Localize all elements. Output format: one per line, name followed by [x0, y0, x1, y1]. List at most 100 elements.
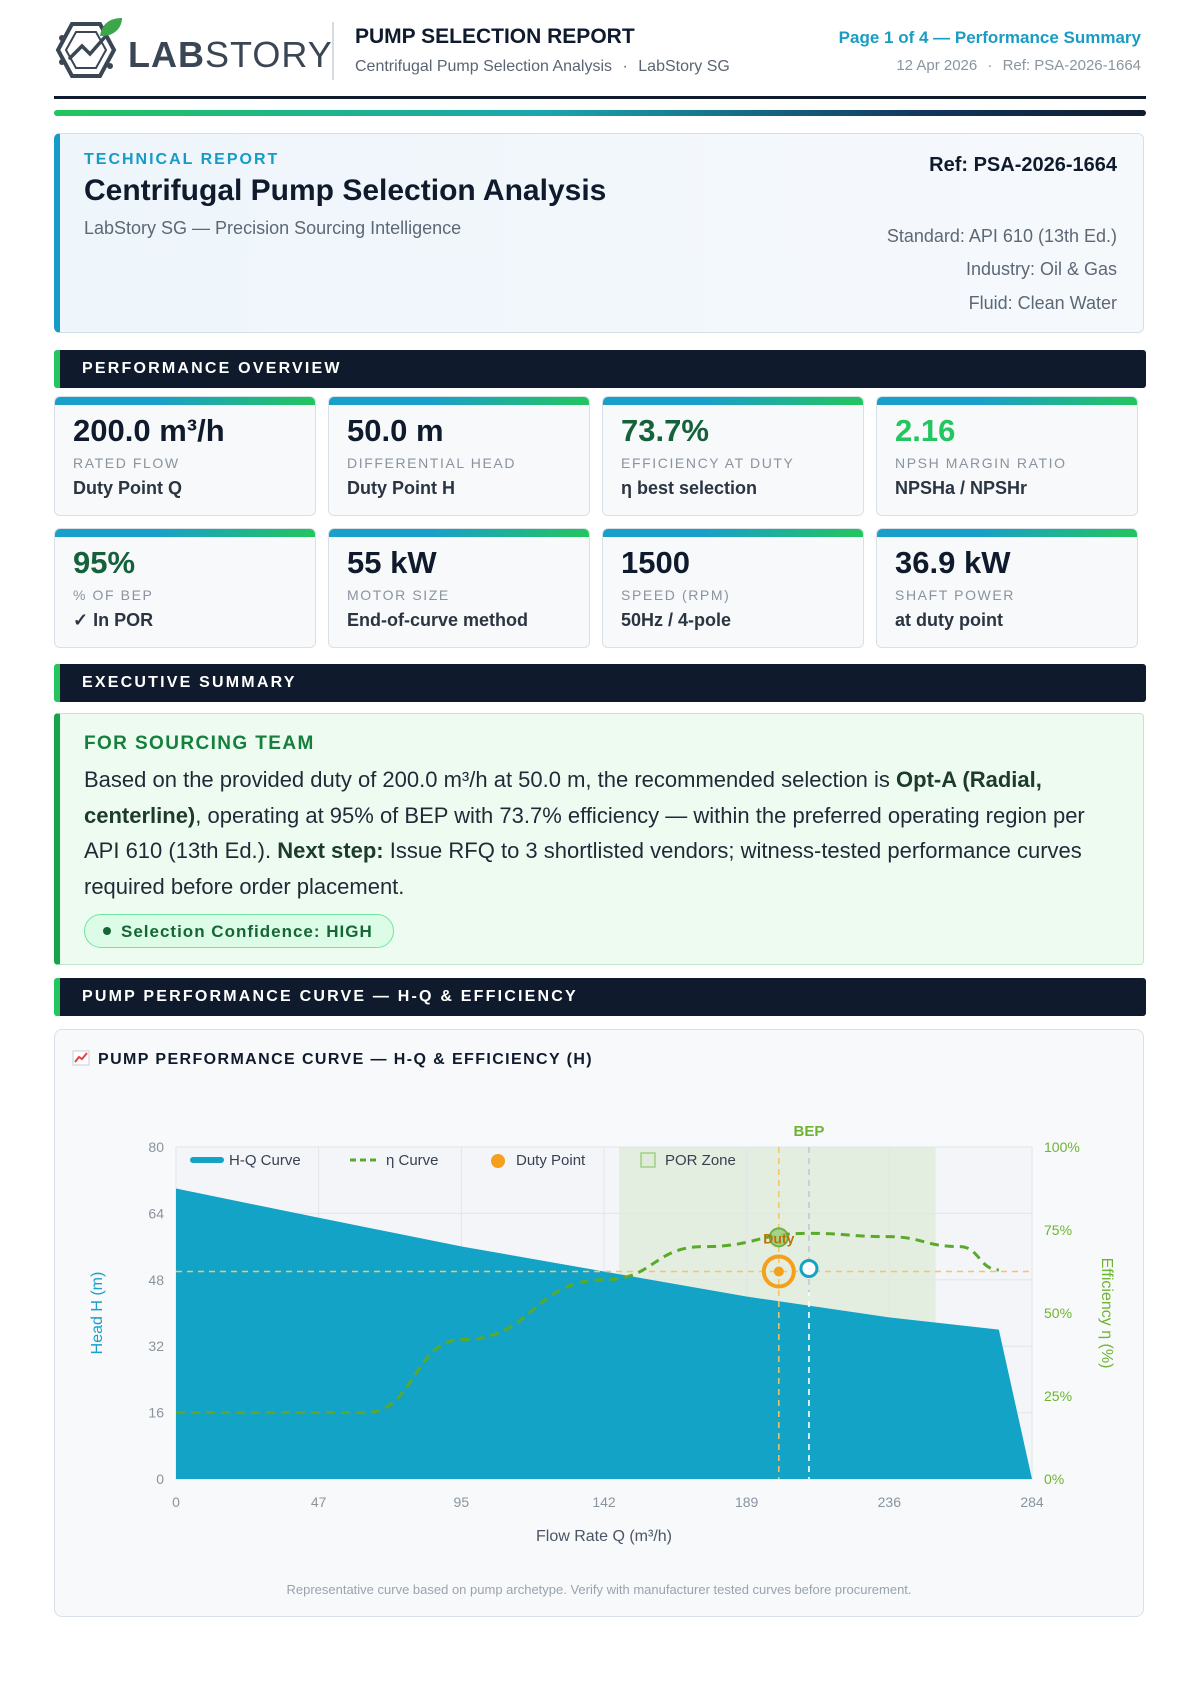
x-tick-label: 0 — [172, 1494, 180, 1510]
kpi-label: RATED FLOW — [73, 455, 180, 471]
kpi-note: 50Hz / 4-pole — [621, 610, 732, 630]
kpi-card-speed: 1500 SPEED (RPM) 50Hz / 4-pole — [602, 528, 864, 648]
kpi-label: MOTOR SIZE — [347, 587, 450, 603]
brand-name-bold: LAB — [128, 34, 205, 75]
kpi-card-efficiency: 73.7% EFFICIENCY AT DUTY η best selectio… — [602, 396, 864, 516]
report-ref: Ref: PSA-2026-1664 — [1002, 57, 1141, 74]
header-divider — [332, 22, 334, 80]
logo-icon — [55, 18, 122, 78]
x-tick-label: 236 — [878, 1494, 902, 1510]
report-meta: 12 Apr 2026 · Ref: PSA-2026-1664 — [896, 57, 1141, 74]
separator-dot: · — [987, 57, 993, 74]
kpi-label: % OF BEP — [73, 587, 154, 603]
kpi-accent-bar — [603, 397, 863, 405]
x-tick-label: 142 — [592, 1494, 616, 1510]
duty-point-label: Duty — [763, 1230, 794, 1246]
y2-tick-label: 75% — [1044, 1222, 1072, 1238]
duty-point-ring — [761, 1254, 796, 1289]
y-tick-label: 80 — [148, 1139, 164, 1155]
brand-name: LABSTORY — [128, 34, 333, 76]
confidence-badge: Selection Confidence: HIGH — [84, 914, 394, 948]
confidence-text: Selection Confidence: HIGH — [121, 922, 373, 941]
kpi-card-percent-bep: 95% % OF BEP ✓ In POR — [54, 528, 316, 648]
document-ref: Ref: PSA-2026-1664 — [929, 154, 1117, 176]
kpi-note: NPSHa / NPSHr — [895, 478, 1028, 498]
kpi-value: 55 kW — [347, 545, 437, 580]
section-performance-overview: PERFORMANCE OVERVIEW — [54, 350, 1146, 388]
y2-tick-label: 0% — [1044, 1471, 1064, 1487]
kpi-accent-bar — [877, 397, 1137, 405]
chart-footnote: Representative curve based on pump arche… — [286, 1582, 912, 1597]
kpi-accent-bar — [329, 397, 589, 405]
kpi-label: SHAFT POWER — [895, 587, 1016, 603]
kpi-card-npsh-margin: 2.16 NPSH MARGIN RATIO NPSHa / NPSHr — [876, 396, 1138, 516]
report-subtitle-text: Centrifugal Pump Selection Analysis — [355, 58, 613, 75]
page-indicator: Page 1 of 4 — Performance Summary — [838, 28, 1141, 47]
legend-por-label: POR Zone — [665, 1152, 736, 1169]
bep-label: BEP — [794, 1123, 825, 1140]
y-tick-label: 16 — [148, 1405, 164, 1421]
kpi-value: 73.7% — [621, 413, 709, 448]
efficiency-duty-marker — [768, 1227, 789, 1248]
brand-name-light: STORY — [205, 34, 333, 75]
section-title: PERFORMANCE OVERVIEW — [82, 360, 342, 377]
chart-title: PUMP PERFORMANCE CURVE — H-Q & EFFICIENC… — [72, 1050, 593, 1069]
duty-point-marker — [773, 1266, 784, 1277]
kpi-card-differential-head: 50.0 m DIFFERENTIAL HEAD Duty Point H — [328, 396, 590, 516]
chart-trend-icon — [72, 1050, 90, 1066]
kpi-label: SPEED (RPM) — [621, 587, 731, 603]
kpi-label: DIFFERENTIAL HEAD — [347, 455, 517, 471]
y-tick-label: 0 — [156, 1471, 164, 1487]
kpi-value: 36.9 kW — [895, 545, 1011, 580]
kpi-accent-bar — [55, 529, 315, 537]
summary-text: Based on the provided duty of 200.0 m³/h… — [84, 767, 897, 792]
kpi-value: 50.0 m — [347, 413, 444, 448]
separator-dot: · — [622, 58, 628, 75]
legend-eta-label: η Curve — [386, 1152, 439, 1169]
section-performance-curve: PUMP PERFORMANCE CURVE — H-Q & EFFICIENC… — [54, 978, 1146, 1016]
x-tick-label: 95 — [454, 1494, 470, 1510]
kpi-value: 200.0 m³/h — [73, 413, 225, 448]
summary-heading: FOR SOURCING TEAM — [84, 733, 315, 754]
legend-duty-label: Duty Point — [516, 1152, 586, 1169]
y2-tick-label: 50% — [1044, 1305, 1072, 1321]
kpi-note: Duty Point H — [347, 478, 455, 498]
kpi-note: at duty point — [895, 610, 1003, 630]
kpi-value: 1500 — [621, 545, 690, 580]
y2-axis-label: Efficiency η (%) — [1098, 1258, 1115, 1369]
report-company: LabStory SG — [638, 58, 730, 75]
summary-text: Issue RFQ to 3 shortlisted vendors; witn… — [84, 838, 1082, 899]
document-subtitle: LabStory SG — Precision Sourcing Intelli… — [84, 218, 462, 238]
header-gradient-rule — [54, 110, 1146, 116]
efficiency-curve — [176, 1231, 1000, 1415]
logo — [52, 14, 126, 84]
report-title: PUMP SELECTION REPORT — [355, 25, 635, 48]
legend-por-swatch — [640, 1152, 656, 1168]
kpi-card-motor-size: 55 kW MOTOR SIZE End-of-curve method — [328, 528, 590, 648]
y2-tick-label: 25% — [1044, 1388, 1072, 1404]
y-tick-label: 48 — [148, 1272, 164, 1288]
y-tick-label: 64 — [148, 1205, 164, 1221]
y2-tick-label: 100% — [1044, 1139, 1080, 1155]
legend-hq-label: H-Q Curve — [229, 1152, 301, 1169]
recommended-option: Opt-A (Radial, centerline) — [84, 767, 1042, 828]
x-tick-label: 189 — [735, 1494, 759, 1510]
title-kicker: TECHNICAL REPORT — [84, 151, 280, 168]
title-card — [54, 133, 1144, 333]
summary-text: , operating at 95% of BEP with 73.7% eff… — [84, 802, 1085, 864]
y-tick-label: 32 — [148, 1338, 164, 1354]
summary-body: Based on the provided duty of 200.0 m³/h… — [84, 762, 1124, 904]
legend-duty-swatch — [491, 1154, 505, 1168]
summary-card — [54, 713, 1144, 965]
x-tick-label: 284 — [1020, 1494, 1044, 1510]
x-tick-label: 47 — [311, 1494, 327, 1510]
kpi-note: Duty Point Q — [73, 478, 182, 498]
kpi-card-rated-flow: 200.0 m³/h RATED FLOW Duty Point Q — [54, 396, 316, 516]
industry-line: Industry: Oil & Gas — [965, 259, 1117, 279]
kpi-label: EFFICIENCY AT DUTY — [621, 455, 795, 471]
section-executive-summary: EXECUTIVE SUMMARY — [54, 664, 1146, 702]
kpi-value: 95% — [73, 545, 136, 580]
x-axis-label: Flow Rate Q (m³/h) — [536, 1528, 672, 1545]
status-dot-icon — [103, 926, 111, 935]
